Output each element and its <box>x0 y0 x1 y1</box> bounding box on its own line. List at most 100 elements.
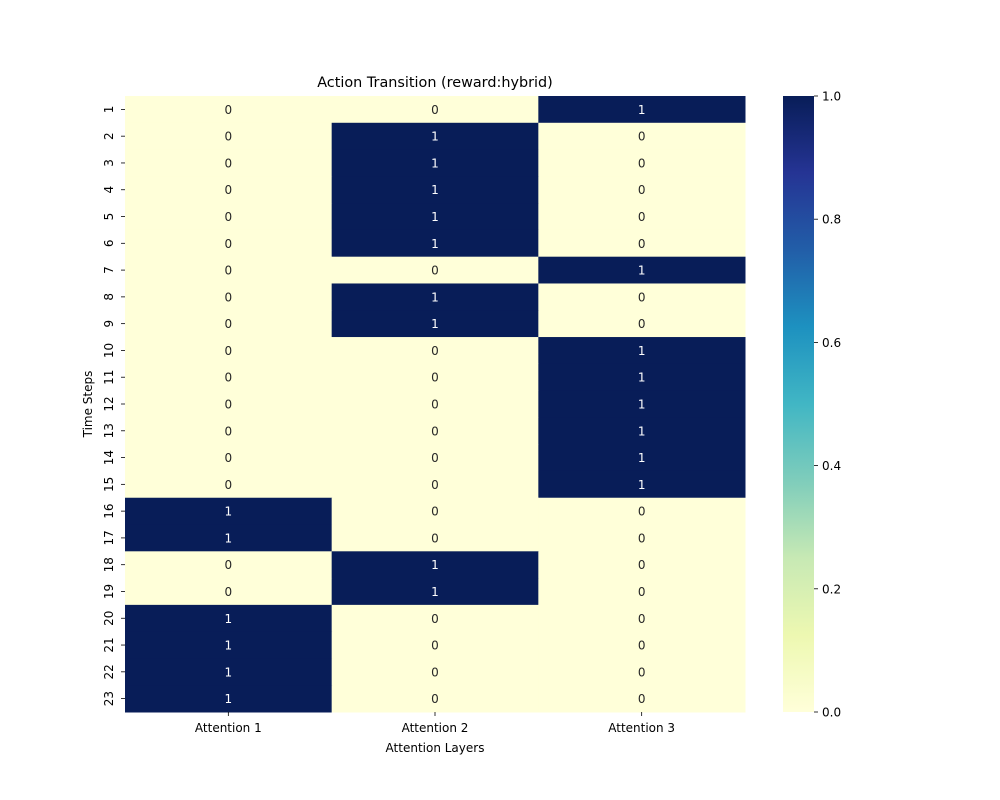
heatmap-cell <box>125 96 333 124</box>
y-tick-label: 10 <box>102 343 116 358</box>
y-tick-label: 3 <box>102 159 116 167</box>
heatmap-cell <box>538 203 746 231</box>
y-axis-label: Time Steps <box>81 371 95 439</box>
y-tick-label: 16 <box>102 503 116 518</box>
y-tick-label: 8 <box>102 293 116 301</box>
y-tick-label: 14 <box>102 450 116 465</box>
cell-value-label: 1 <box>431 130 439 144</box>
heatmap-cell <box>331 96 539 124</box>
cell-value-label: 0 <box>431 344 439 358</box>
heatmap-cell <box>125 283 333 311</box>
heatmap-cell <box>538 685 746 713</box>
cell-value-label: 1 <box>638 424 646 438</box>
x-ticks: Attention 1 Attention 2 Attention 3 <box>195 712 675 735</box>
cell-value-label: 0 <box>225 264 233 278</box>
y-tick-label: 4 <box>102 186 116 194</box>
y-tick-label: 17 <box>102 530 116 545</box>
heatmap-cell <box>331 256 539 284</box>
cell-value-label: 0 <box>431 371 439 385</box>
x-tick-label: Attention 3 <box>608 721 675 735</box>
heatmap-cell <box>125 417 333 445</box>
cell-value-label: 0 <box>225 317 233 331</box>
cell-value-label: 0 <box>225 558 233 572</box>
cell-value-label: 0 <box>431 451 439 465</box>
cell-value-label: 0 <box>225 585 233 599</box>
heatmap-cell <box>125 390 333 418</box>
heatmap-cell <box>331 149 539 177</box>
heatmap-cell <box>538 256 746 284</box>
cell-value-label: 0 <box>638 237 646 251</box>
cell-value-label: 1 <box>431 317 439 331</box>
cell-value-label: 0 <box>431 531 439 545</box>
y-tick-label: 22 <box>102 664 116 679</box>
cell-value-label: 0 <box>225 183 233 197</box>
cell-value-label: 1 <box>431 585 439 599</box>
heatmap-cell <box>538 551 746 579</box>
heatmap-cell <box>125 658 333 686</box>
heatmap-cell <box>538 176 746 204</box>
cell-value-label: 0 <box>431 639 439 653</box>
heatmap-cell <box>331 417 539 445</box>
cell-value-label: 1 <box>638 478 646 492</box>
heatmap-cell <box>331 658 539 686</box>
y-tick-label: 1 <box>102 106 116 114</box>
y-tick-label: 23 <box>102 691 116 706</box>
heatmap-cell <box>331 310 539 338</box>
cell-value-label: 0 <box>638 585 646 599</box>
y-tick-label: 18 <box>102 557 116 572</box>
cell-value-label: 1 <box>225 612 233 626</box>
x-tick-label: Attention 1 <box>195 721 262 735</box>
cell-value-label: 0 <box>638 156 646 170</box>
cell-value-label: 0 <box>225 398 233 412</box>
heatmap-cell <box>331 497 539 526</box>
heatmap-cell <box>331 363 539 392</box>
heatmap-cell <box>331 604 539 633</box>
cell-value-label: 0 <box>431 505 439 519</box>
cell-value-label: 0 <box>225 130 233 144</box>
colorbar-tick-label: 1.0 <box>822 90 841 104</box>
y-tick-label: 13 <box>102 423 116 438</box>
cell-value-label: 0 <box>431 264 439 278</box>
heatmap-cell <box>125 176 333 204</box>
cell-value-label: 0 <box>431 103 439 117</box>
cell-value-label: 1 <box>638 103 646 117</box>
y-tick-label: 19 <box>102 584 116 599</box>
heatmap-cell <box>125 337 333 365</box>
cell-value-label: 1 <box>431 183 439 197</box>
cell-value-label: 0 <box>638 612 646 626</box>
cell-value-label: 0 <box>638 639 646 653</box>
heatmap-cell <box>331 203 539 231</box>
y-tick-label: 2 <box>102 132 116 140</box>
heatmap-cell <box>331 551 539 579</box>
heatmap-cell <box>125 444 333 472</box>
cell-value-label: 0 <box>638 531 646 545</box>
heatmap-cell <box>125 578 333 606</box>
heatmap-cell <box>331 470 539 499</box>
cell-value-label: 0 <box>431 692 439 706</box>
x-axis-label: Attention Layers <box>386 741 485 755</box>
y-tick-label: 7 <box>102 266 116 274</box>
cell-value-label: 0 <box>225 290 233 304</box>
colorbar-tick-label: 0.6 <box>822 336 841 350</box>
heatmap-cell <box>125 122 333 151</box>
x-tick-label: Attention 2 <box>402 721 469 735</box>
heatmap-cell <box>125 470 333 499</box>
cell-value-label: 0 <box>638 505 646 519</box>
heatmap-cell <box>538 604 746 633</box>
colorbar-tick-label: 0.2 <box>822 582 841 596</box>
cell-value-label: 0 <box>638 183 646 197</box>
cell-value-label: 1 <box>431 290 439 304</box>
heatmap-cell <box>125 551 333 579</box>
heatmap-cell <box>331 444 539 472</box>
heatmap-cell <box>331 390 539 418</box>
cell-value-label: 0 <box>638 317 646 331</box>
heatmap-cell <box>125 229 333 258</box>
y-tick-label: 15 <box>102 477 116 492</box>
heatmap-cell <box>538 229 746 258</box>
colorbar-tick-label: 0.0 <box>822 706 841 720</box>
heatmap-cell <box>125 310 333 338</box>
heatmap-cell <box>538 363 746 392</box>
cell-value-label: 1 <box>638 451 646 465</box>
y-tick-label: 9 <box>102 320 116 328</box>
